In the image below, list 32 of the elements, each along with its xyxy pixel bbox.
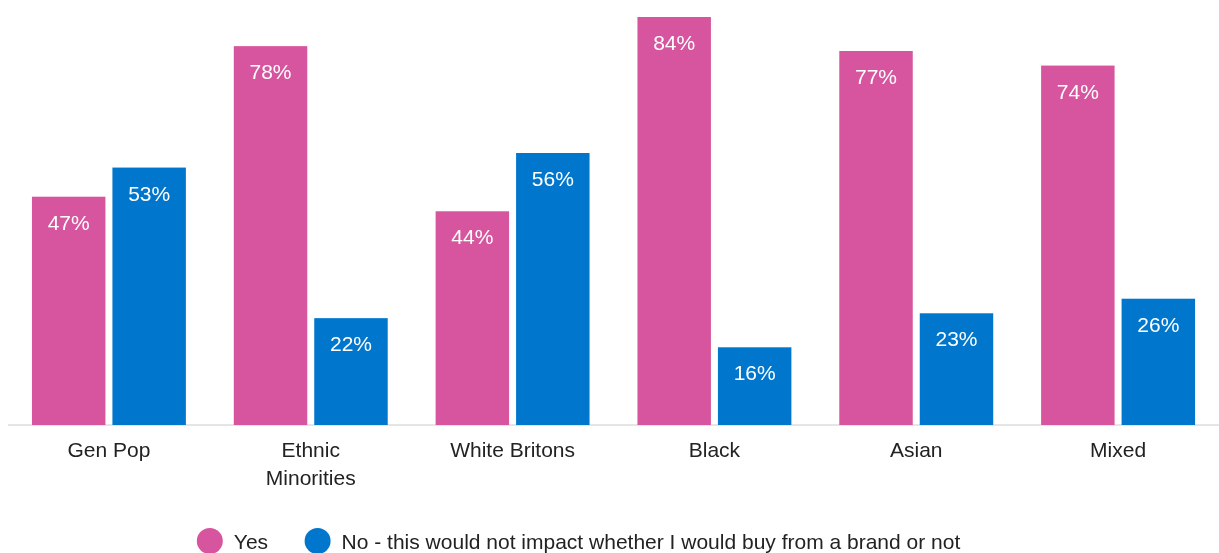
data-label: 53% xyxy=(128,181,171,205)
bar xyxy=(435,211,510,425)
bar xyxy=(233,46,308,425)
data-label: 44% xyxy=(451,225,494,249)
x-tick-label: Mixed xyxy=(1090,438,1147,461)
bar xyxy=(31,196,106,425)
bar xyxy=(839,51,913,425)
data-label: 22% xyxy=(329,332,372,356)
x-tick-label: Ethnic Minorities xyxy=(265,438,356,489)
bar xyxy=(314,318,388,425)
data-label: 84% xyxy=(653,31,696,54)
bar xyxy=(717,347,792,425)
bar xyxy=(637,17,711,425)
data-label: 26% xyxy=(1137,312,1180,336)
data-label: 23% xyxy=(935,327,978,351)
bar xyxy=(1121,298,1196,425)
x-tick-label: Gen Pop xyxy=(67,438,151,461)
data-label: 77% xyxy=(855,65,898,88)
data-label: 74% xyxy=(1056,79,1099,103)
bar xyxy=(516,153,590,425)
x-tick-label: Asian xyxy=(889,438,943,461)
data-label: 16% xyxy=(733,361,776,385)
x-tick-label: Black xyxy=(688,438,741,461)
data-label: 78% xyxy=(249,60,292,84)
bar xyxy=(919,313,994,425)
legend-label: No - this would not impact whether I would buy from a brand or not xyxy=(341,530,961,553)
legend-label: Yes xyxy=(233,530,269,553)
data-label: 56% xyxy=(531,167,574,190)
data-label: 47% xyxy=(47,210,90,234)
x-tick-label: White Britons xyxy=(450,438,576,461)
bar xyxy=(1041,65,1115,425)
bar xyxy=(112,167,186,425)
